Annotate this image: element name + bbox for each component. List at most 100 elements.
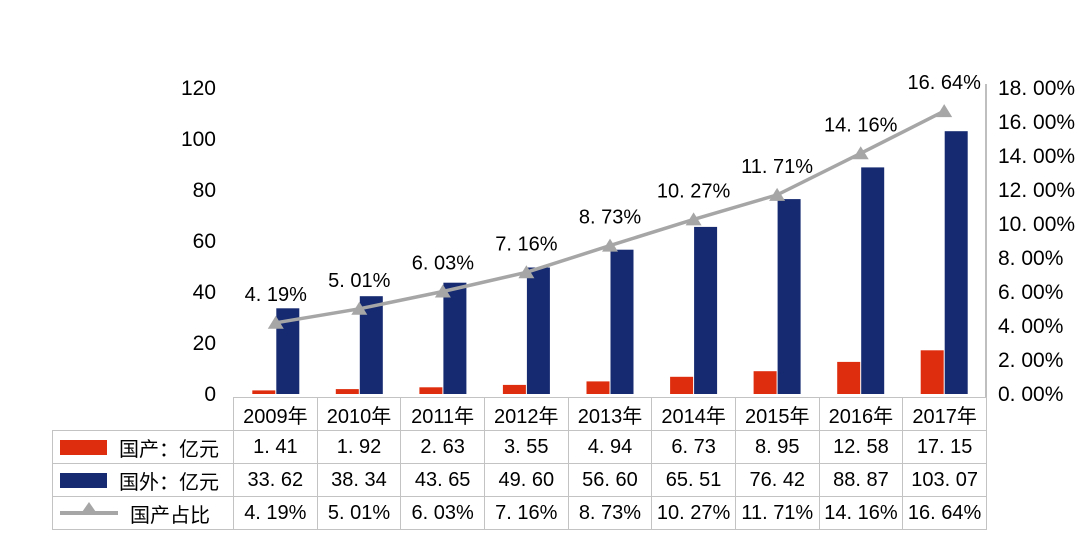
right-axis-tick: 6. 00%: [998, 281, 1063, 304]
foreign-legend-swatch: [60, 472, 107, 488]
left-axis-tick: 40: [193, 281, 216, 304]
share-point-label: 14. 16%: [824, 114, 898, 136]
value-cell: 43. 65: [400, 463, 485, 497]
value-cell: 8. 73%: [567, 496, 653, 530]
left-axis-tick: 60: [193, 230, 216, 253]
domestic-bar: [502, 384, 526, 394]
legend-cell: 国产占比: [52, 496, 234, 530]
table-row: 国外：亿元 33. 62 38. 34 43. 65 49. 60 56. 60 65. 5…: [52, 463, 987, 497]
value-cell: 38. 34: [316, 463, 402, 497]
value-cell: 6. 03%: [400, 496, 485, 530]
value-cell: 65. 51: [651, 463, 736, 497]
value-cell: 88. 87: [818, 463, 904, 497]
right-axis-tick: 18. 00%: [998, 77, 1075, 100]
value-cell: 11. 71%: [734, 496, 820, 530]
year-header-cell: 2009年: [233, 397, 318, 431]
value-cell: 12. 58: [818, 430, 904, 464]
domestic-legend-swatch: [60, 439, 107, 455]
foreign-bar: [526, 267, 550, 394]
share-point-label: 6. 03%: [412, 253, 474, 275]
right-axis-tick: 12. 00%: [998, 179, 1075, 202]
value-cell: 1. 92: [316, 430, 402, 464]
foreign-bar: [944, 131, 968, 394]
table-corner-blank: [53, 398, 234, 431]
domestic-bar: [670, 376, 694, 394]
share-marker: [351, 301, 368, 315]
right-axis-tick: 0. 00%: [998, 383, 1063, 406]
foreign-bar: [443, 282, 467, 394]
foreign-bar: [276, 308, 300, 394]
right-axis-tick: 10. 00%: [998, 213, 1075, 236]
foreign-bar: [861, 167, 885, 394]
left-axis-tick: 120: [181, 77, 216, 100]
year-header-cell: 2013年: [567, 397, 653, 431]
value-cell: 1. 41: [233, 430, 318, 464]
value-cell: 56. 60: [567, 463, 653, 497]
left-axis-tick: 80: [193, 179, 216, 202]
value-cell: 33. 62: [233, 463, 318, 497]
value-cell: 5. 01%: [316, 496, 402, 530]
share-marker: [267, 315, 284, 329]
share-marker: [936, 104, 953, 118]
foreign-bar: [694, 226, 718, 394]
foreign-bar: [359, 296, 383, 394]
value-cell: 8. 95: [734, 430, 820, 464]
right-axis-tick: 8. 00%: [998, 247, 1063, 270]
value-cell: 17. 15: [902, 430, 987, 464]
value-cell: 3. 55: [483, 430, 569, 464]
right-axis-tick: 16. 00%: [998, 111, 1075, 134]
value-cell: 4. 19%: [233, 496, 318, 530]
right-axis-tick: 14. 00%: [998, 145, 1075, 168]
right-axis-tick: 2. 00%: [998, 349, 1063, 372]
share-point-label: 16. 64%: [908, 72, 982, 94]
domestic-bar: [252, 390, 276, 394]
value-cell: 6. 73: [651, 430, 736, 464]
share-legend-swatch: [60, 502, 118, 515]
value-cell: 2. 63: [400, 430, 485, 464]
year-header-cell: 2010年: [316, 397, 402, 431]
data-table: 2009年 2010年 2011年 2012年 2013年 2014年 2015年 2016年…: [52, 397, 987, 530]
domestic-bar: [920, 350, 944, 394]
foreign-bar: [610, 249, 634, 394]
share-point-label: 5. 01%: [328, 270, 390, 292]
legend-label: 国外：亿元: [119, 471, 219, 494]
left-axis-tick: 100: [181, 128, 216, 151]
value-cell: 49. 60: [483, 463, 569, 497]
right-axis-tick: 4. 00%: [998, 315, 1063, 338]
domestic-bar: [837, 361, 861, 394]
year-header-cell: 2015年: [734, 397, 820, 431]
share-point-label: 4. 19%: [245, 284, 307, 306]
legend-cell: 国产：亿元: [52, 430, 234, 464]
value-cell: 76. 42: [734, 463, 820, 497]
left-axis-tick: 0: [204, 383, 216, 406]
year-header-cell: 2017年: [902, 397, 987, 431]
share-marker: [685, 212, 702, 226]
left-axis-tick: 20: [193, 332, 216, 355]
table-row: 国产：亿元 1. 41 1. 92 2. 63 3. 55 4. 94 6. 73 8. 95…: [52, 430, 987, 464]
value-cell: 103. 07: [902, 463, 987, 497]
table-row: 国产占比 4. 19% 5. 01% 6. 03% 7. 16% 8. 73% 10. 27…: [52, 496, 987, 530]
triangle-marker-icon: [80, 502, 98, 515]
legend-cell: 国外：亿元: [52, 463, 234, 497]
legend-label: 国产占比: [130, 504, 210, 527]
share-marker: [602, 238, 618, 252]
share-point-label: 8. 73%: [579, 207, 641, 229]
domestic-bar: [335, 389, 359, 394]
share-marker: [769, 187, 786, 201]
year-header-cell: 2012年: [483, 397, 569, 431]
share-marker: [434, 284, 451, 298]
share-point-label: 10. 27%: [657, 180, 731, 202]
share-marker: [852, 146, 869, 160]
share-point-label: 11. 71%: [741, 156, 813, 178]
data-table-body: 2009年 2010年 2011年 2012年 2013年 2014年 2015年 2016年…: [52, 397, 987, 530]
year-header-cell: 2014年: [651, 397, 736, 431]
year-header-cell: 2011年: [400, 397, 485, 431]
value-cell: 10. 27%: [651, 496, 736, 530]
share-marker: [518, 265, 535, 279]
domestic-bar: [419, 387, 443, 394]
table-header-row: 2009年 2010年 2011年 2012年 2013年 2014年 2015年 2016年…: [53, 397, 987, 431]
value-cell: 7. 16%: [483, 496, 569, 530]
share-point-label: 7. 16%: [495, 233, 557, 255]
